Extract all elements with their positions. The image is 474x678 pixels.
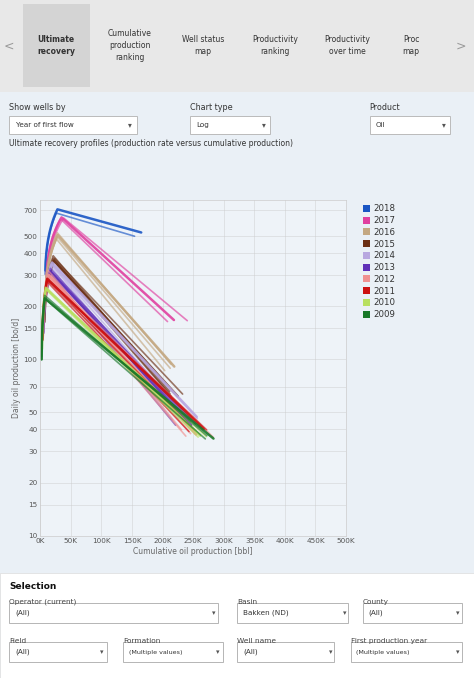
Text: Cumulative: Cumulative [108, 29, 152, 38]
Text: ▾: ▾ [100, 650, 104, 655]
FancyBboxPatch shape [9, 603, 218, 623]
Text: Selection: Selection [9, 582, 57, 591]
Text: (Multiple values): (Multiple values) [356, 650, 410, 655]
Text: Formation: Formation [123, 638, 161, 644]
FancyBboxPatch shape [9, 642, 107, 662]
FancyBboxPatch shape [170, 4, 237, 87]
Text: ▾: ▾ [262, 120, 266, 129]
Text: Basin: Basin [237, 599, 257, 605]
Text: Operator (current): Operator (current) [9, 599, 77, 605]
Text: Year of first flow: Year of first flow [16, 122, 73, 127]
Text: ▾: ▾ [211, 610, 215, 616]
Text: Well status: Well status [182, 35, 224, 44]
Text: ▾: ▾ [328, 650, 332, 655]
Text: Productivity: Productivity [253, 35, 298, 44]
Text: map: map [403, 47, 419, 56]
Text: Ultimate: Ultimate [37, 35, 75, 44]
FancyBboxPatch shape [190, 116, 270, 134]
Text: (Multiple values): (Multiple values) [129, 650, 182, 655]
Text: ▾: ▾ [456, 650, 459, 655]
Text: ▾: ▾ [343, 610, 346, 616]
FancyBboxPatch shape [9, 116, 137, 134]
Legend: 2018, 2017, 2016, 2015, 2014, 2013, 2012, 2011, 2010, 2009: 2018, 2017, 2016, 2015, 2014, 2013, 2012… [363, 204, 396, 319]
FancyBboxPatch shape [363, 603, 462, 623]
Text: Product: Product [370, 103, 401, 112]
Text: Well name: Well name [237, 638, 276, 644]
FancyBboxPatch shape [237, 603, 348, 623]
FancyBboxPatch shape [123, 642, 223, 662]
Text: Productivity: Productivity [325, 35, 370, 44]
Text: recovery: recovery [37, 47, 75, 56]
Text: (All): (All) [243, 649, 258, 656]
FancyBboxPatch shape [241, 4, 310, 87]
Text: ▾: ▾ [128, 120, 132, 129]
Text: Proc: Proc [403, 35, 419, 44]
FancyBboxPatch shape [23, 4, 90, 87]
FancyBboxPatch shape [0, 0, 474, 92]
Text: Ultimate recovery profiles (production rate versus cumulative production): Ultimate recovery profiles (production r… [9, 139, 293, 148]
Text: (All): (All) [16, 649, 30, 656]
Text: (All): (All) [369, 610, 383, 616]
Text: map: map [195, 47, 211, 56]
FancyBboxPatch shape [237, 642, 334, 662]
Text: Show wells by: Show wells by [9, 103, 66, 112]
Text: First production year: First production year [351, 638, 427, 644]
Text: Chart type: Chart type [190, 103, 232, 112]
Text: <: < [3, 39, 14, 52]
Text: Oil: Oil [376, 122, 385, 127]
Text: (All): (All) [16, 610, 30, 616]
Text: Log: Log [196, 122, 209, 127]
Text: production: production [109, 41, 150, 50]
FancyBboxPatch shape [94, 4, 165, 87]
Text: Bakken (ND): Bakken (ND) [243, 610, 289, 616]
Text: over time: over time [329, 47, 366, 56]
Text: ▾: ▾ [456, 610, 459, 616]
Text: ranking: ranking [115, 54, 144, 62]
Y-axis label: Daily oil production [bo/d]: Daily oil production [bo/d] [12, 318, 21, 418]
Text: ranking: ranking [261, 47, 290, 56]
Text: >: > [456, 39, 466, 52]
FancyBboxPatch shape [351, 642, 462, 662]
FancyBboxPatch shape [370, 116, 450, 134]
FancyBboxPatch shape [313, 4, 382, 87]
Text: County: County [363, 599, 389, 605]
X-axis label: Cumulative oil production [bbl]: Cumulative oil production [bbl] [133, 547, 253, 556]
FancyBboxPatch shape [385, 4, 438, 87]
Text: ▾: ▾ [216, 650, 220, 655]
Text: Field: Field [9, 638, 27, 644]
Text: ▾: ▾ [442, 120, 446, 129]
FancyBboxPatch shape [0, 573, 474, 678]
